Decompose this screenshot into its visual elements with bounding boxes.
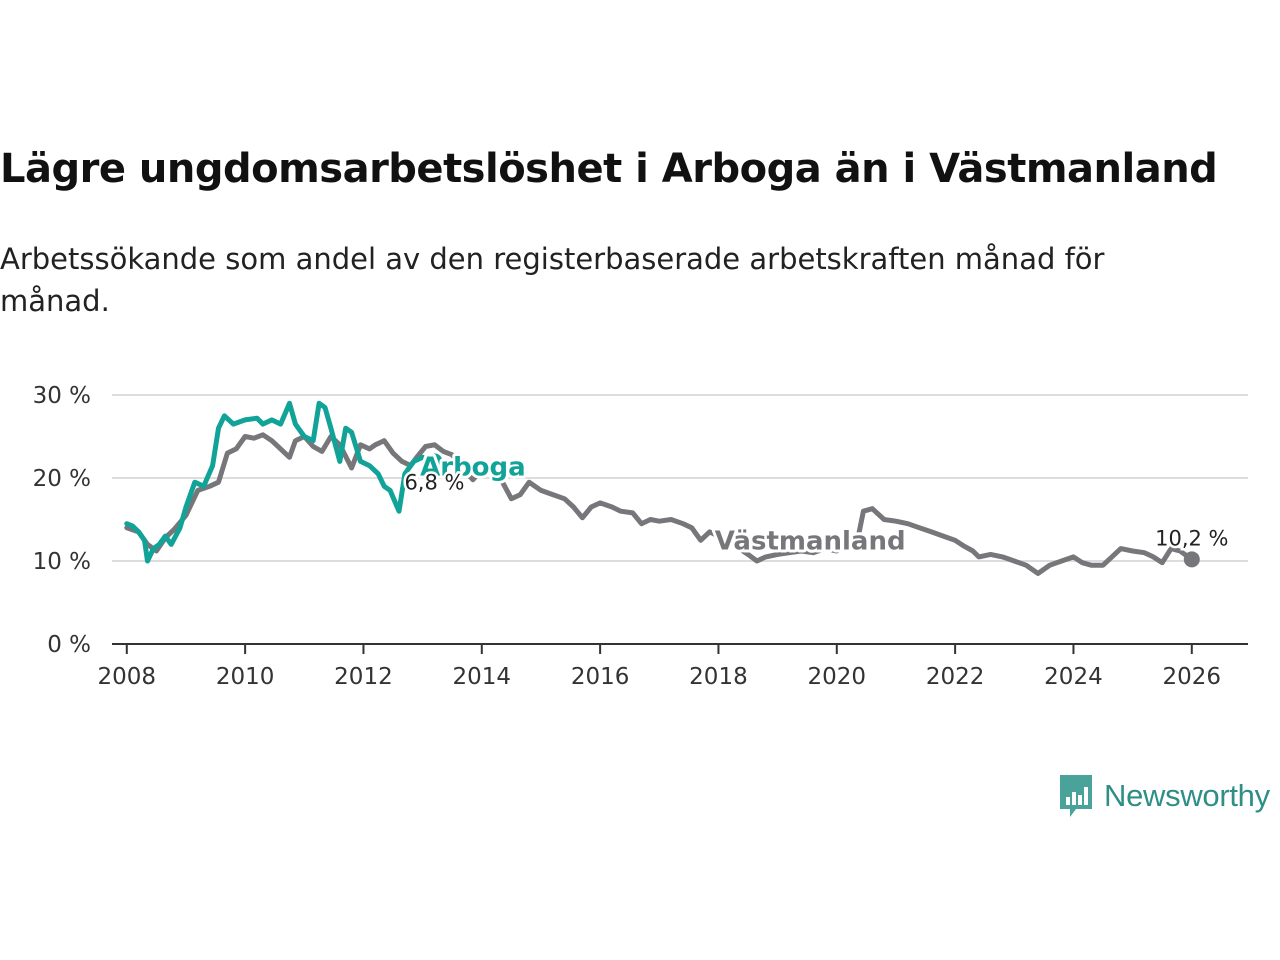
x-tick-label: 2008	[98, 664, 157, 690]
chart-title: Lägre ungdomsarbetslöshet i Arboga än i …	[0, 146, 1218, 192]
end-value-arboga: 6,8 %	[404, 470, 464, 494]
series-line-arboga	[124, 400, 437, 564]
x-tick-label: 2014	[453, 664, 512, 690]
x-tick-label: 2010	[216, 664, 275, 690]
x-tick-label: 2012	[334, 664, 393, 690]
series-label-arboga: Arboga	[420, 453, 526, 483]
y-tick-label: 30 %	[33, 383, 91, 409]
series-labels: Arboga Västmanland 10,2 % 6,8 %	[402, 450, 1231, 560]
newsworthy-logo-icon	[1060, 775, 1092, 817]
end-value-vastmanland: 10,2 %	[1155, 526, 1228, 550]
x-tick-label: 2026	[1163, 664, 1222, 690]
x-tick-label: 2016	[571, 664, 630, 690]
series-line-vstmanland	[124, 432, 1195, 576]
x-tick-label: 2020	[808, 664, 867, 690]
series-lines	[124, 400, 1200, 576]
x-tick-label: 2022	[926, 664, 985, 690]
brand-name: Newsworthy	[1104, 778, 1270, 813]
series-endpoint-arboga	[426, 453, 443, 470]
series-endpoint-vstmanland	[1183, 551, 1200, 568]
line-chart: 0 % 10 % 20 % 30 % 2008 2010 2012 2014 2016 2018 2…	[33, 383, 1248, 690]
y-tick-label: 0 %	[47, 632, 91, 658]
newsworthy-logo[interactable]: Newsworthy	[1058, 772, 1270, 820]
axes: 0 % 10 % 20 % 30 % 2008 2010 2012 2014 2016 2018 2…	[33, 383, 1248, 690]
x-tick-label: 2018	[689, 664, 748, 690]
chart-subtitle: Arbetssökande som andel av den registerb…	[0, 242, 1105, 318]
y-tick-label: 10 %	[33, 549, 91, 575]
series-label-vastmanland: Västmanland	[715, 526, 906, 556]
x-tick-label: 2024	[1044, 664, 1103, 690]
y-tick-label: 20 %	[33, 466, 91, 492]
